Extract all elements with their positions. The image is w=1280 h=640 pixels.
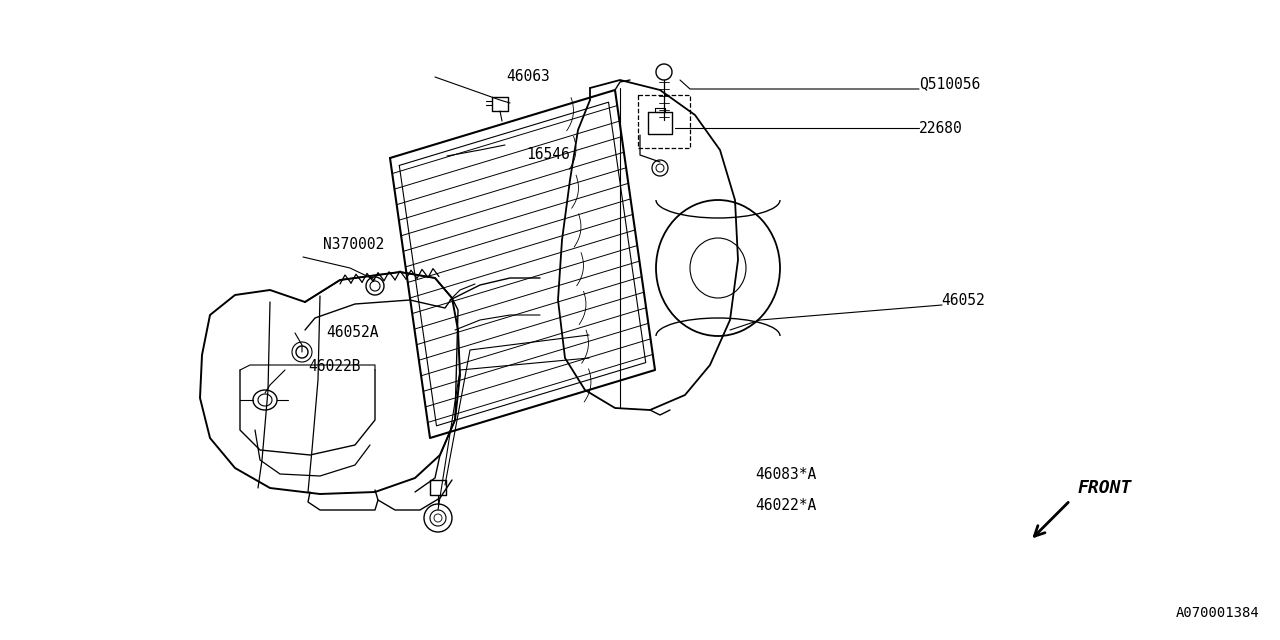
Text: N370002: N370002: [323, 237, 384, 252]
Text: Q510056: Q510056: [919, 76, 980, 91]
Text: 46052: 46052: [941, 293, 984, 308]
Text: 46063: 46063: [507, 69, 550, 84]
Text: 46022*A: 46022*A: [755, 498, 817, 513]
Text: 22680: 22680: [919, 120, 963, 136]
Text: 46083*A: 46083*A: [755, 467, 817, 483]
Text: 46022B: 46022B: [308, 358, 361, 374]
Text: A070001384: A070001384: [1176, 606, 1260, 620]
Text: 46052A: 46052A: [326, 325, 379, 340]
Text: FRONT: FRONT: [1078, 479, 1132, 497]
Text: 16546: 16546: [526, 147, 570, 163]
